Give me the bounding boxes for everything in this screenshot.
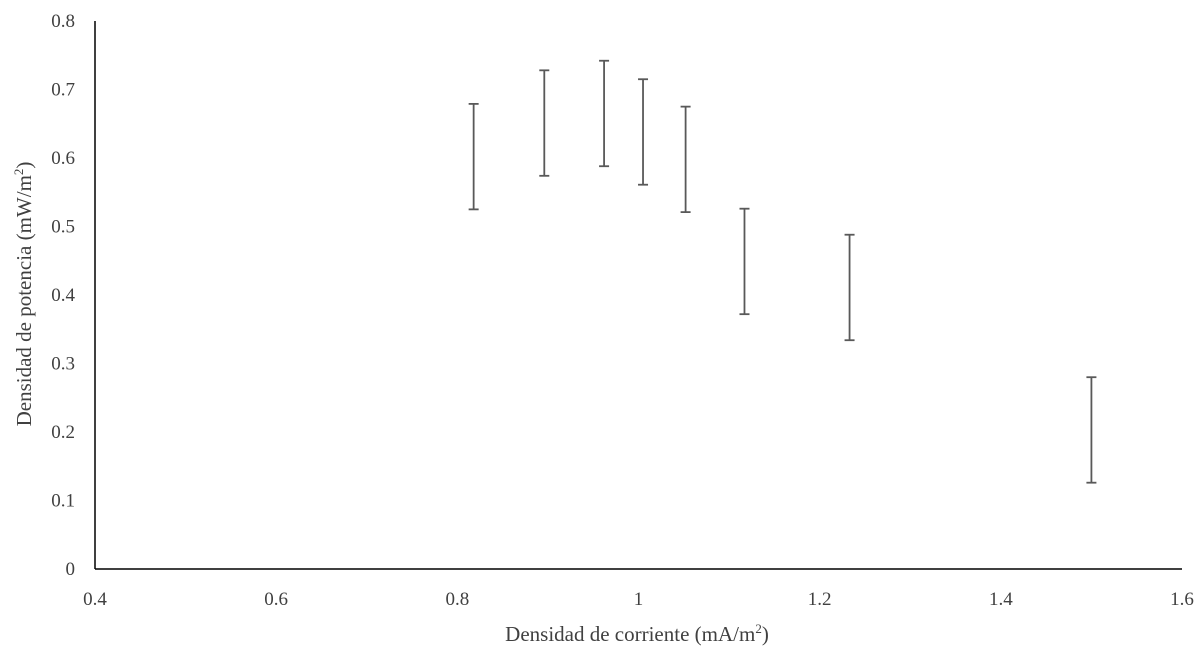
- y-tick-label: 0: [66, 559, 76, 580]
- error-bar: [844, 233, 855, 342]
- y-tick-label: 0.8: [51, 11, 75, 32]
- axes: [94, 21, 1182, 570]
- x-tick-label: 0.6: [264, 589, 288, 610]
- x-tick-label: 1.4: [989, 589, 1013, 610]
- x-tick-label: 1.2: [808, 589, 832, 610]
- y-tick-label: 0.6: [51, 148, 75, 169]
- x-tick-label: 0.8: [445, 589, 469, 610]
- error-bar: [539, 69, 550, 177]
- x-tick-label: 0.4: [83, 589, 107, 610]
- tick-labels: 0 0.1 0.2 0.3 0.4 0.5 0.6 0.7 0.8 0.4 0.6 0.8 1 1.2 1.…: [51, 11, 1194, 610]
- x-tick-label: 1: [634, 589, 644, 610]
- y-tick-label: 0.4: [51, 285, 75, 306]
- y-tick-label: 0.5: [51, 217, 75, 238]
- error-bar: [739, 207, 750, 316]
- error-bar: [680, 105, 691, 214]
- error-bar: [1086, 376, 1097, 484]
- x-tick-label: 1.6: [1170, 589, 1194, 610]
- error-bar: [638, 78, 649, 186]
- y-tick-label: 0.3: [51, 354, 75, 375]
- error-bars: [468, 59, 1097, 484]
- y-tick-label: 0.7: [51, 80, 75, 101]
- y-axis-title: Densidad de potencia (mW/m2): [11, 162, 36, 427]
- error-bar: [599, 59, 610, 168]
- y-tick-label: 0.2: [51, 422, 75, 443]
- y-tick-label: 0.1: [51, 491, 75, 512]
- x-axis-title: Densidad de corriente (mA/m2): [505, 621, 769, 646]
- error-bar: [468, 102, 479, 211]
